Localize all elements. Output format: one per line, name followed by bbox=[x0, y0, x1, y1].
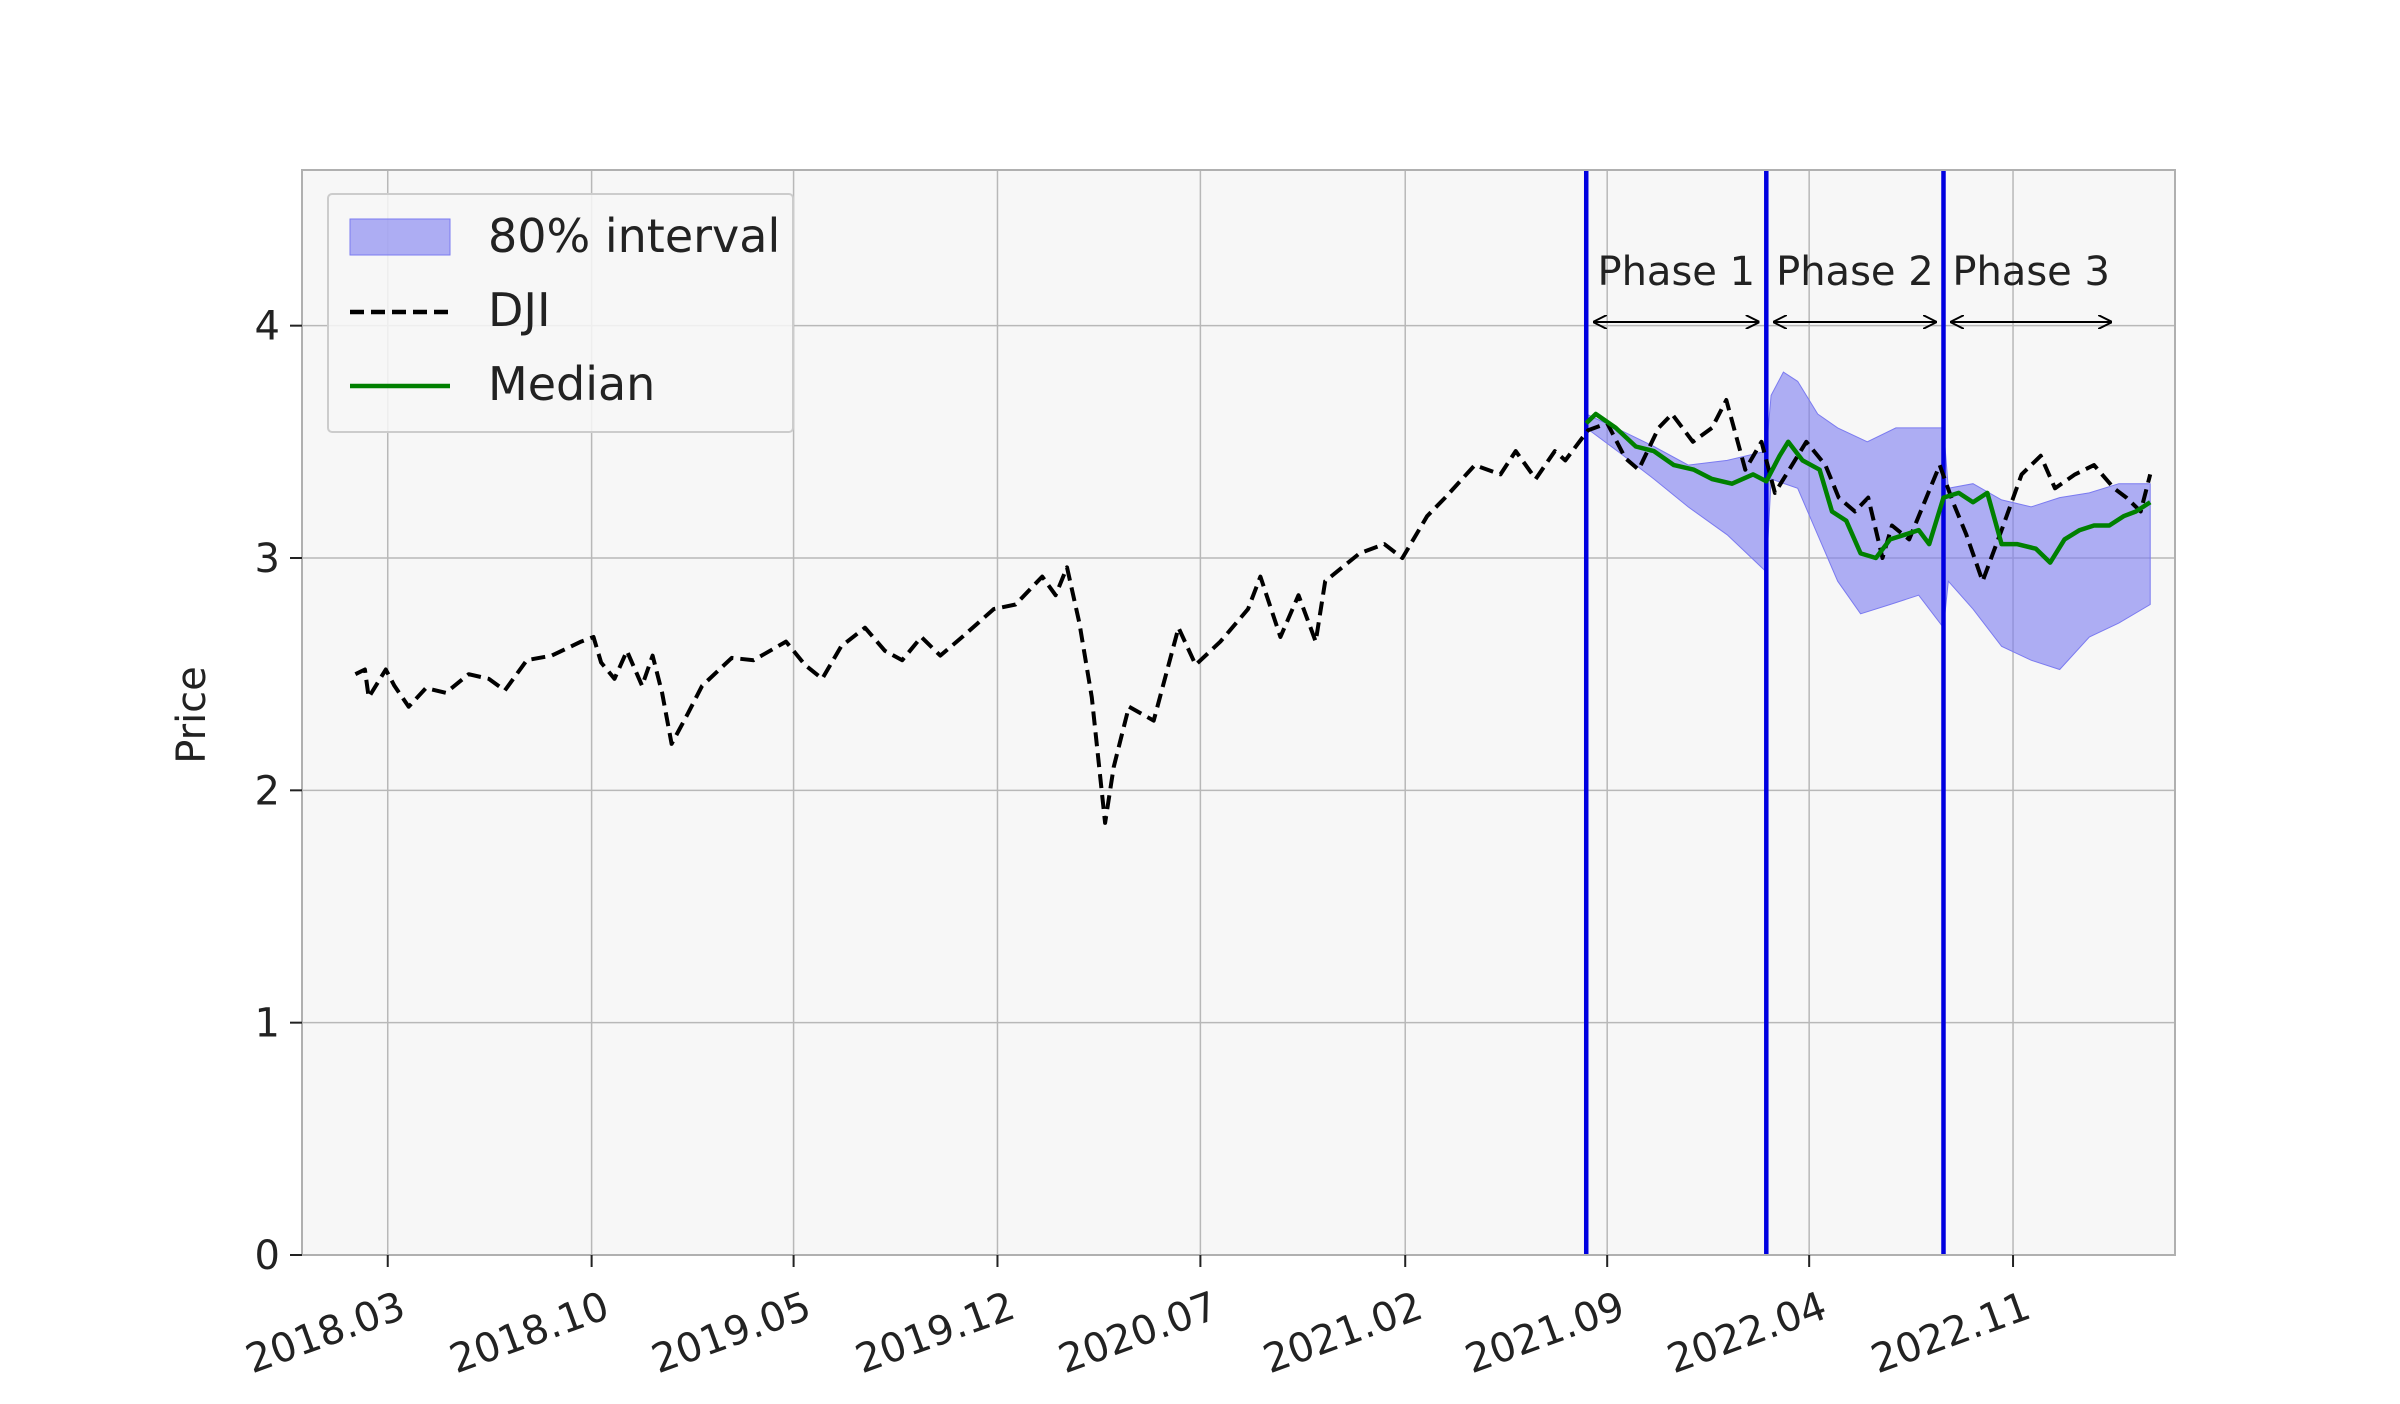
series-line-dji bbox=[354, 398, 2153, 825]
phase-lines-layer bbox=[1583, 170, 1946, 1255]
x-tick-label: 2019.12 bbox=[850, 1283, 1021, 1383]
series-layer bbox=[354, 398, 2153, 825]
y-tick-label: 4 bbox=[255, 304, 280, 350]
legend: 80% interval DJI Median bbox=[327, 193, 794, 433]
x-tick-label: 2019.05 bbox=[646, 1283, 817, 1383]
phase-label: Phase 1 bbox=[1597, 249, 1755, 295]
y-tick-label: 3 bbox=[255, 536, 280, 582]
plot-frame bbox=[301, 169, 2176, 1256]
legend-label: DJI bbox=[488, 283, 551, 337]
phase-annotations: Phase 1 Phase 2 Phase 3 bbox=[1594, 249, 2111, 322]
legend-swatch-interval bbox=[349, 218, 451, 256]
x-tick-label: 2018.10 bbox=[444, 1283, 615, 1383]
x-tick-label: 2022.11 bbox=[1865, 1283, 2036, 1383]
y-tick-label: 1 bbox=[255, 1001, 280, 1047]
x-tick-label: 2021.02 bbox=[1257, 1283, 1428, 1383]
phase-label: Phase 3 bbox=[1952, 249, 2110, 295]
series-line-median bbox=[1584, 411, 2152, 565]
x-tick-label: 2020.07 bbox=[1053, 1283, 1224, 1383]
legend-label: Median bbox=[488, 357, 655, 411]
phase-label: Phase 2 bbox=[1776, 249, 1934, 295]
y-tick-label: 0 bbox=[255, 1233, 280, 1279]
y-tick-label: 2 bbox=[255, 768, 280, 814]
legend-label: 80% interval bbox=[488, 209, 780, 263]
x-tick-label: 2022.04 bbox=[1661, 1283, 1832, 1383]
x-tick-label: 2018.03 bbox=[240, 1283, 411, 1383]
y-axis-label: Price bbox=[169, 666, 215, 764]
x-tick-label: 2021.09 bbox=[1459, 1283, 1630, 1383]
